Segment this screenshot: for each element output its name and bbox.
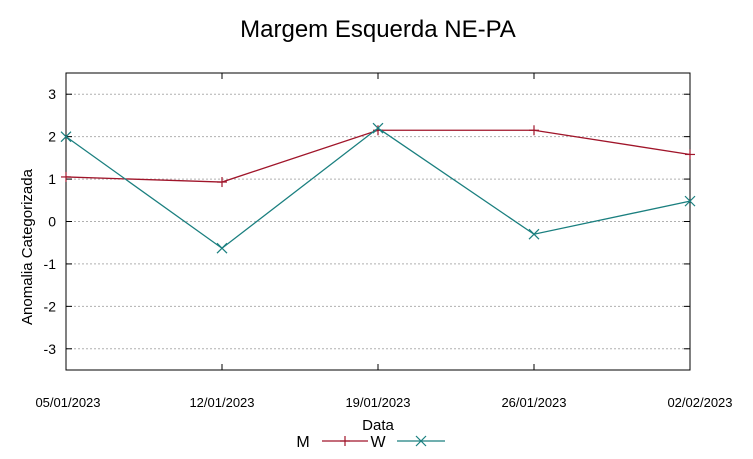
y-tick-label: 2 xyxy=(48,129,56,145)
y-tick-label: -3 xyxy=(44,341,57,357)
data-point-w xyxy=(60,131,72,143)
legend-label-m: M xyxy=(296,434,309,451)
data-point-w xyxy=(372,122,384,134)
marker-stroke xyxy=(372,122,384,134)
data-point-w xyxy=(684,195,696,207)
marker-stroke xyxy=(60,131,72,143)
data-point-m xyxy=(61,171,71,182)
x-axis-label: Data xyxy=(362,417,394,434)
data-point-m xyxy=(217,177,227,188)
legend-marker-w xyxy=(415,435,427,447)
x-tick-label: 12/01/2023 xyxy=(189,395,254,410)
x-tick-label: 19/01/2023 xyxy=(345,395,410,410)
legend-marker-m xyxy=(340,436,350,446)
x-axis-ticks: 05/01/2023 12/01/2023 19/01/2023 26/01/2023… xyxy=(35,73,733,410)
marker-stroke xyxy=(528,228,540,240)
x-tick-label: 26/01/2023 xyxy=(501,395,566,410)
y-tick-label: -2 xyxy=(44,298,57,314)
y-tick-label: -1 xyxy=(44,256,57,272)
chart-title: Margem Esquerda NE-PA xyxy=(240,16,516,43)
series-line-m xyxy=(65,129,691,183)
x-tick-label: 02/02/2023 xyxy=(667,395,732,410)
y-tick-label: 0 xyxy=(48,214,56,230)
x-tick-label: 05/01/2023 xyxy=(35,395,100,410)
data-point-w xyxy=(216,242,228,254)
data-point-m xyxy=(685,149,695,160)
marker-stroke xyxy=(684,195,696,207)
marker-stroke xyxy=(216,242,228,254)
series-group xyxy=(60,122,696,254)
legend-label-w: W xyxy=(370,434,386,451)
series-line-w xyxy=(65,127,691,250)
y-tick-label: 1 xyxy=(48,171,56,187)
y-axis-label: Anomalia Categorizada xyxy=(19,168,36,325)
y-axis-ticks: 3 2 1 0 -1 -2 -3 xyxy=(44,86,690,357)
y-tick-label: 3 xyxy=(48,86,56,102)
grid xyxy=(66,93,690,350)
marker-stroke xyxy=(415,435,427,447)
data-point-w xyxy=(528,228,540,240)
data-point-m xyxy=(529,125,539,136)
